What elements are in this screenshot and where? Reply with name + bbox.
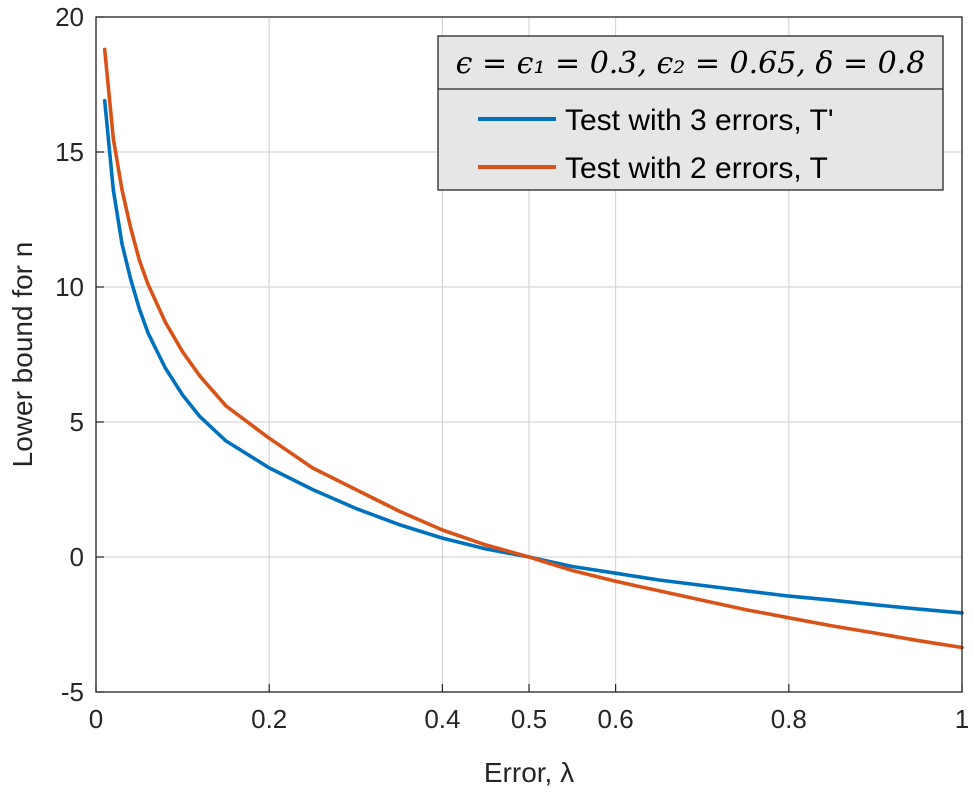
series-line-2 [102, 47, 964, 650]
x-tick-label: 0 [89, 704, 103, 734]
x-tick-label: 1 [955, 704, 969, 734]
legend-box [437, 35, 944, 191]
y-tick-label: 20 [55, 2, 84, 32]
legend: ϵ = ϵ₁ = 0.3, ϵ₂ = 0.65, δ = 0.8 Test wi… [437, 35, 944, 191]
legend-label-2: Test with 2 errors, T [565, 152, 828, 185]
legend-label-1: Test with 3 errors, T' [565, 104, 834, 137]
series-line-1 [102, 98, 964, 615]
y-axis-label: Lower bound for n [7, 242, 38, 468]
x-tick-label: 0.8 [771, 704, 807, 734]
y-axis-ticks: -5 0 5 10 15 20 [55, 2, 104, 707]
x-tick-label: 0.5 [511, 704, 547, 734]
y-tick-label: 0 [70, 542, 84, 572]
x-axis-ticks: 0 0.2 0.4 0.5 0.6 0.8 1 [89, 684, 969, 734]
y-tick-label: 5 [70, 407, 84, 437]
legend-entries: Test with 3 errors, T' Test with 2 errors… [478, 104, 834, 185]
y-tick-label: 10 [55, 272, 84, 302]
legend-title: ϵ = ϵ₁ = 0.3, ϵ₂ = 0.65, δ = 0.8 [456, 46, 926, 81]
x-tick-label: 0.4 [424, 704, 460, 734]
y-tick-label: 15 [55, 137, 84, 167]
series-layer [102, 47, 964, 650]
x-axis-label: Error, λ [484, 757, 574, 788]
x-tick-label: 0.6 [598, 704, 634, 734]
x-tick-label: 0.2 [251, 704, 287, 734]
y-tick-label: -5 [61, 677, 84, 707]
